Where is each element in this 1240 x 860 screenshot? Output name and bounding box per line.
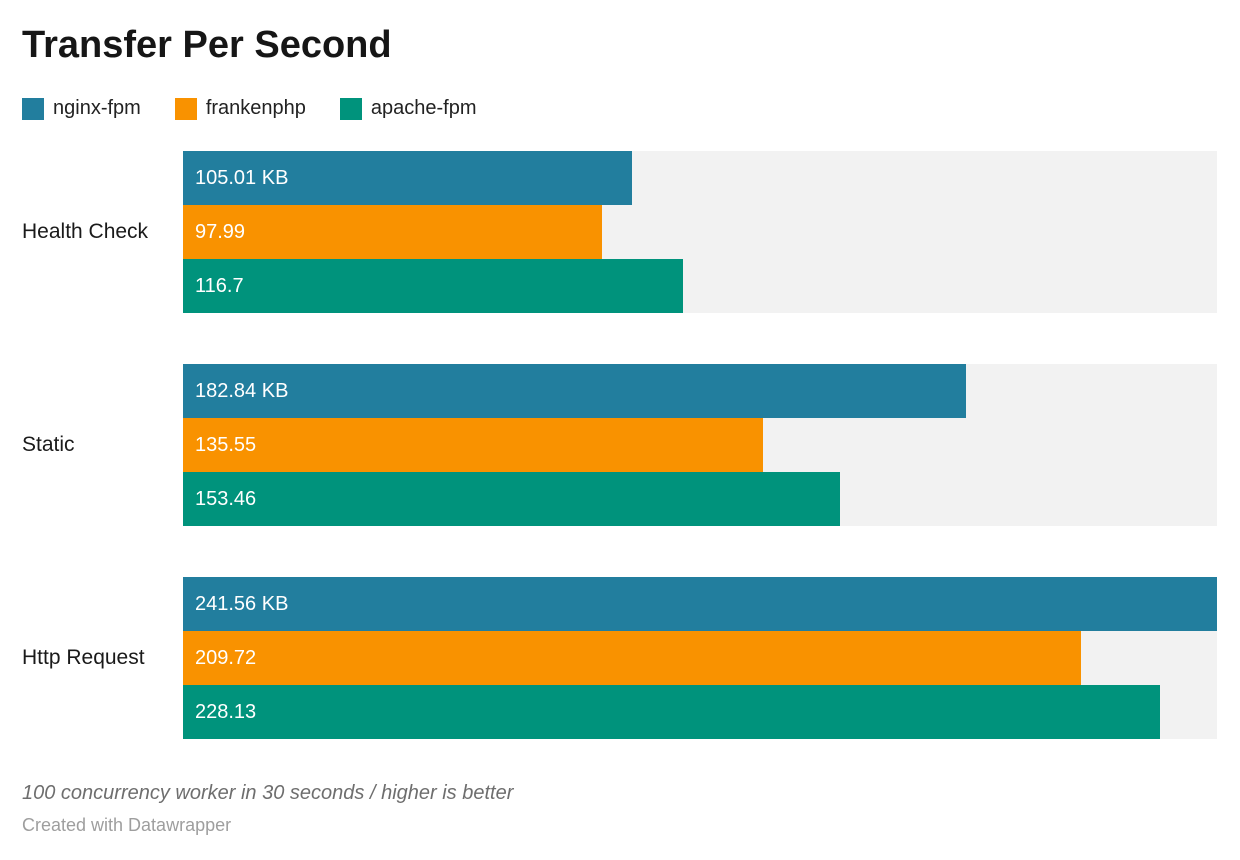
legend-label: nginx-fpm (53, 97, 141, 119)
bar-frankenphp: 135.55 (183, 418, 764, 472)
legend-swatch-icon (339, 97, 362, 120)
bar-track: 241.56 KB (183, 577, 1217, 631)
bar-frankenphp: 209.72 (183, 631, 1081, 685)
bar-apache-fpm: 228.13 (183, 685, 1160, 739)
bar-track: 116.7 (183, 259, 1217, 313)
category-label: Static (22, 433, 75, 456)
bar-nginx-fpm: 182.84 KB (183, 364, 966, 418)
bar-value-label: 209.72 (195, 646, 257, 669)
bar-chart: Health Check 105.01 KB 97.99 116.7 Static 182… (22, 151, 1217, 739)
bar-track: 105.01 KB (183, 151, 1217, 205)
bar-apache-fpm: 116.7 (183, 259, 683, 313)
bar-apache-fpm: 153.46 (183, 472, 840, 526)
bar-track: 228.13 (183, 685, 1217, 739)
legend-item-apache-fpm: apache-fpm (339, 97, 477, 120)
category-group: Health Check 105.01 KB 97.99 116.7 (22, 151, 1217, 313)
bar-frankenphp: 97.99 (183, 205, 603, 259)
bar-nginx-fpm: 241.56 KB (183, 577, 1217, 631)
bar-track: 209.72 (183, 631, 1217, 685)
chart-note: 100 concurrency worker in 30 seconds / h… (22, 782, 514, 804)
bars-column: 182.84 KB 135.55 153.46 (183, 364, 1217, 526)
legend-swatch-icon (174, 97, 197, 120)
bar-value-label: 97.99 (195, 220, 246, 243)
chart-title: Transfer Per Second (22, 24, 392, 66)
datawrapper-credit: Created with Datawrapper (22, 815, 232, 835)
category-group: Http Request 241.56 KB 209.72 228.13 (22, 577, 1217, 739)
bars-column: 241.56 KB 209.72 228.13 (183, 577, 1217, 739)
bar-value-label: 182.84 KB (195, 379, 289, 402)
category-label: Http Request (22, 646, 145, 669)
bar-track: 153.46 (183, 472, 1217, 526)
legend-item-frankenphp: frankenphp (174, 97, 306, 120)
legend-label: apache-fpm (370, 97, 477, 119)
bar-value-label: 153.46 (195, 487, 257, 510)
bar-nginx-fpm: 105.01 KB (183, 151, 633, 205)
bar-track: 97.99 (183, 205, 1217, 259)
bar-value-label: 116.7 (195, 274, 244, 297)
legend-label: frankenphp (205, 97, 306, 119)
bars-column: 105.01 KB 97.99 116.7 (183, 151, 1217, 313)
category-label: Health Check (22, 220, 149, 243)
legend-swatch-icon (22, 97, 44, 120)
legend-item-nginx-fpm: nginx-fpm (22, 97, 141, 120)
bar-value-label: 241.56 KB (195, 592, 289, 615)
category-group: Static 182.84 KB 135.55 153.46 (22, 364, 1217, 526)
bar-value-label: 135.55 (195, 433, 257, 456)
bar-track: 135.55 (183, 418, 1217, 472)
bar-value-label: 228.13 (195, 700, 257, 723)
legend: nginx-fpm frankenphp apache-fpm (22, 97, 1217, 120)
bar-value-label: 105.01 KB (195, 166, 289, 189)
bar-track: 182.84 KB (183, 364, 1217, 418)
